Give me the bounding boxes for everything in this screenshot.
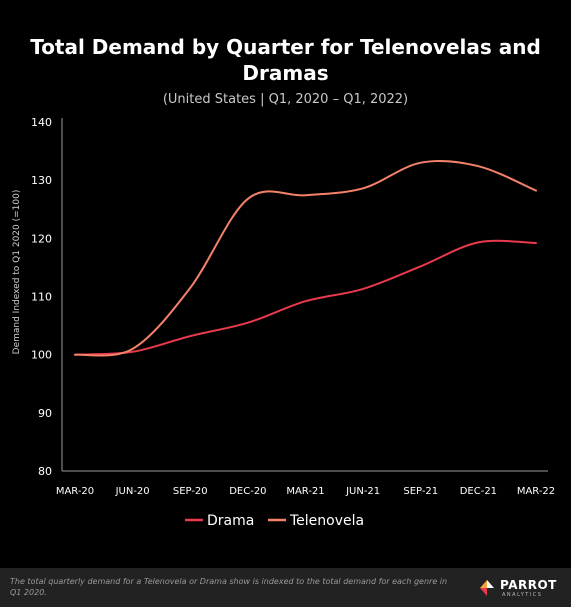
footnote-text: The total quarterly demand for a Telenov… (10, 577, 448, 597)
series-lines (74, 159, 537, 357)
series-line-drama (74, 239, 537, 356)
y-axis-label: Demand Indexed to Q1 2020 (=100) (12, 190, 22, 355)
legend-label: Drama (207, 513, 254, 529)
x-tick-label: SEP-20 (173, 486, 208, 497)
y-tick-label: 90 (38, 407, 52, 420)
y-tick-label: 130 (31, 174, 52, 187)
x-tick-label: DEC-20 (229, 486, 266, 497)
parrot-analytics-logo: PARROT ANALYTICS (478, 576, 568, 600)
x-tick-labels: MAR-20 JUN-20 SEP-20 DEC-20 MAR-21 JUN-21 SEP-… (56, 486, 555, 497)
x-tick-label: MAR-22 (517, 486, 555, 497)
x-tick-label: DEC-21 (460, 486, 497, 497)
chart-subtitle: (United States | Q1, 2020 – Q1, 2022) (162, 92, 409, 107)
footnote-bar: The total quarterly demand for a Telenov… (0, 568, 571, 607)
logo-subtext: ANALYTICS (502, 592, 543, 598)
y-tick-label: 80 (38, 465, 52, 478)
logo-name: PARROT (500, 578, 557, 592)
y-tick-label: 140 (31, 116, 52, 129)
series-line-telenovela (74, 159, 537, 357)
chart-title: Total Demand by Quarter for Telenovelas … (30, 35, 541, 85)
legend-label: Telenovela (289, 513, 364, 529)
line-chart: 80 90 100 110 120 130 140 MAR-20 JUN-20 SEP-20 DE… (12, 116, 555, 529)
y-tick-label: 100 (31, 349, 52, 362)
chart-axes (61, 118, 548, 472)
y-tick-labels: 80 90 100 110 120 130 140 (31, 116, 52, 478)
parrot-logo-icon (480, 580, 494, 596)
y-tick-label: 120 (31, 232, 52, 245)
y-tick-label: 110 (31, 291, 52, 304)
x-tick-label: MAR-21 (286, 486, 324, 497)
legend: Drama Telenovela (185, 513, 364, 529)
x-tick-label: MAR-20 (56, 486, 94, 497)
x-tick-label: JUN-20 (115, 486, 150, 497)
x-tick-label: SEP-21 (403, 486, 438, 497)
x-tick-label: JUN-21 (345, 486, 380, 497)
